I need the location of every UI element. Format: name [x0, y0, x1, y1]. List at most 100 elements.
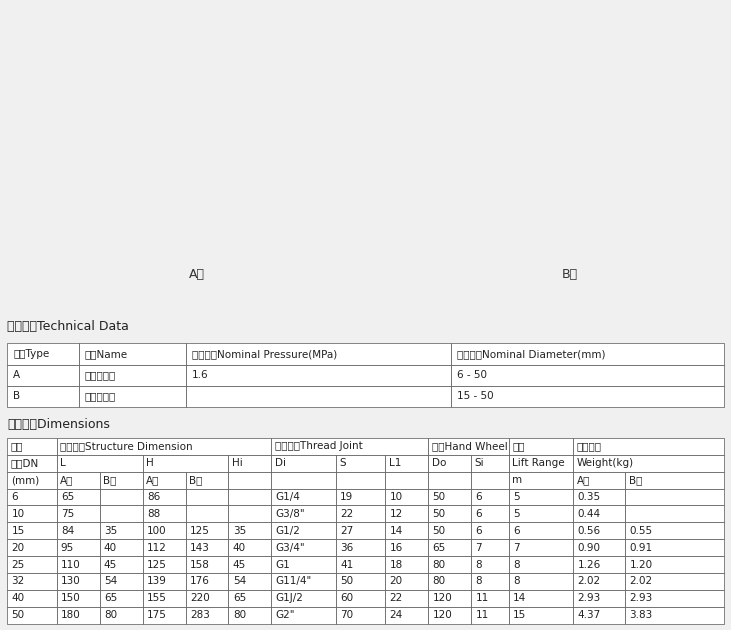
Text: 19: 19: [340, 492, 354, 502]
Text: 6 - 50: 6 - 50: [457, 370, 487, 380]
Text: 2.02: 2.02: [629, 576, 653, 587]
Text: 1.26: 1.26: [577, 559, 601, 570]
Text: 直角截止阀: 直角截止阀: [85, 391, 116, 401]
Bar: [385, 472, 428, 488]
Bar: [428, 556, 471, 573]
Text: 112: 112: [147, 542, 167, 553]
Bar: [99, 607, 143, 624]
Text: 22: 22: [340, 509, 354, 519]
Bar: [79, 386, 186, 407]
Text: G11/4": G11/4": [276, 576, 312, 587]
Bar: [7, 556, 56, 573]
Text: 0.35: 0.35: [577, 492, 601, 502]
Bar: [143, 488, 186, 505]
Text: G3/4": G3/4": [276, 542, 306, 553]
Text: L1: L1: [389, 458, 401, 468]
Bar: [471, 522, 509, 539]
Bar: [229, 488, 271, 505]
Bar: [625, 556, 724, 573]
Text: 20: 20: [12, 542, 25, 553]
Text: 22: 22: [390, 593, 403, 604]
Text: 15: 15: [513, 610, 526, 621]
Bar: [573, 573, 625, 590]
Text: 直通截止阀: 直通截止阀: [85, 370, 116, 380]
Bar: [452, 365, 724, 386]
Bar: [229, 455, 271, 472]
Bar: [79, 343, 186, 365]
Text: 65: 65: [104, 593, 117, 604]
Bar: [428, 505, 471, 522]
Bar: [509, 472, 573, 488]
Text: 7: 7: [513, 542, 520, 553]
Bar: [271, 607, 336, 624]
Text: 4.37: 4.37: [577, 610, 601, 621]
Bar: [143, 590, 186, 607]
Text: Weight(kg): Weight(kg): [577, 458, 634, 468]
Bar: [509, 522, 573, 539]
Text: A型: A型: [189, 268, 205, 281]
Text: 125: 125: [147, 559, 167, 570]
Bar: [385, 573, 428, 590]
Bar: [7, 365, 79, 386]
Bar: [186, 522, 229, 539]
Text: 50: 50: [433, 492, 446, 502]
Text: Di: Di: [275, 458, 286, 468]
Text: 54: 54: [232, 576, 246, 587]
Bar: [56, 556, 99, 573]
Bar: [385, 505, 428, 522]
Text: 158: 158: [190, 559, 210, 570]
Text: 40: 40: [232, 542, 246, 553]
Text: 8: 8: [475, 559, 482, 570]
Text: 65: 65: [232, 593, 246, 604]
Bar: [186, 343, 452, 365]
Text: 2.02: 2.02: [577, 576, 601, 587]
Text: 0.55: 0.55: [629, 526, 653, 536]
Bar: [7, 343, 79, 365]
Text: 18: 18: [390, 559, 403, 570]
Bar: [428, 590, 471, 607]
Bar: [7, 590, 56, 607]
Text: 20: 20: [390, 576, 403, 587]
Text: 15: 15: [12, 526, 25, 536]
Text: 80: 80: [232, 610, 246, 621]
Bar: [7, 607, 56, 624]
Bar: [625, 607, 724, 624]
Text: Hi: Hi: [232, 458, 243, 468]
Bar: [471, 607, 509, 624]
Bar: [7, 522, 56, 539]
Text: 结构尺寸Structure Dimension: 结构尺寸Structure Dimension: [60, 441, 193, 451]
Bar: [186, 590, 229, 607]
Text: A型: A型: [577, 475, 590, 485]
Bar: [271, 505, 336, 522]
Bar: [336, 556, 385, 573]
Bar: [336, 590, 385, 607]
Text: B型: B型: [629, 475, 642, 485]
Text: 7: 7: [475, 542, 482, 553]
Bar: [7, 472, 56, 488]
Bar: [56, 607, 99, 624]
Bar: [509, 438, 573, 455]
Bar: [143, 455, 229, 472]
Text: 手轮Hand Wheel: 手轮Hand Wheel: [432, 441, 507, 451]
Bar: [271, 539, 336, 556]
Bar: [56, 488, 99, 505]
Text: 220: 220: [190, 593, 210, 604]
Text: 10: 10: [390, 492, 403, 502]
Bar: [7, 438, 56, 455]
Text: 3.83: 3.83: [629, 610, 653, 621]
Text: 80: 80: [433, 576, 446, 587]
Text: 88: 88: [147, 509, 160, 519]
Bar: [385, 488, 428, 505]
Text: 27: 27: [340, 526, 354, 536]
Text: 155: 155: [147, 593, 167, 604]
Bar: [509, 539, 573, 556]
Text: 176: 176: [190, 576, 210, 587]
Bar: [7, 455, 56, 472]
Bar: [56, 522, 99, 539]
Text: 12: 12: [390, 509, 403, 519]
Text: 0.90: 0.90: [577, 542, 601, 553]
Bar: [336, 607, 385, 624]
Text: A型: A型: [60, 475, 74, 485]
Bar: [56, 590, 99, 607]
Text: 35: 35: [232, 526, 246, 536]
